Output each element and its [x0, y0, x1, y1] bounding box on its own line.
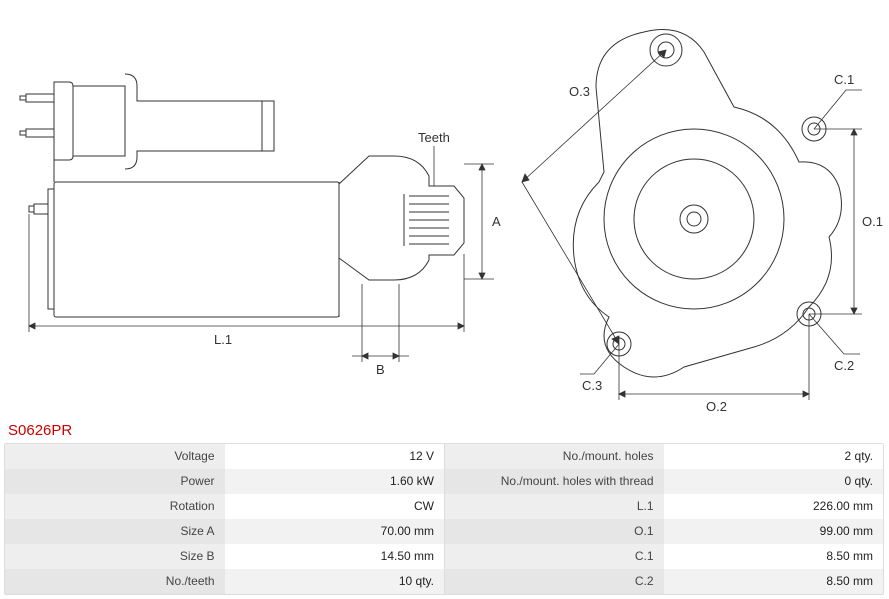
spec-label: C.1 — [444, 544, 664, 569]
dim-label-O1: O.1 — [862, 214, 883, 229]
spec-value: 8.50 mm — [664, 544, 884, 569]
spec-label: No./mount. holes — [444, 444, 664, 469]
dim-label-O2: O.2 — [706, 399, 727, 414]
spec-value: 2 qty. — [664, 444, 884, 469]
front-view-diagram: O.3 C.1 O.1 C.2 C.3 — [514, 14, 889, 414]
spec-value: CW — [225, 494, 445, 519]
spec-value: 14.50 mm — [225, 544, 445, 569]
dim-label-A: A — [492, 214, 501, 229]
diagram-row: A Teeth L.1 B — [4, 4, 889, 418]
dim-label-C2: C.2 — [834, 358, 854, 373]
spec-label: Rotation — [5, 494, 225, 519]
spec-value: 99.00 mm — [664, 519, 884, 544]
spec-label: C.2 — [444, 569, 664, 594]
spec-value: 8.50 mm — [664, 569, 884, 594]
dim-label-teeth: Teeth — [418, 130, 450, 145]
spec-col-left: Voltage12 VPower1.60 kWRotationCWSize A7… — [5, 444, 444, 594]
spec-label: No./mount. holes with thread — [444, 469, 664, 494]
spec-label: O.1 — [444, 519, 664, 544]
spec-label: Size B — [5, 544, 225, 569]
spec-label: Power — [5, 469, 225, 494]
front-view-svg: O.3 C.1 O.1 C.2 C.3 — [514, 14, 884, 414]
dim-label-C3: C.3 — [582, 378, 602, 393]
spec-value: 10 qty. — [225, 569, 445, 594]
side-view-svg: A Teeth L.1 B — [4, 14, 504, 394]
product-code: S0626PR — [4, 418, 889, 443]
spec-label: Voltage — [5, 444, 225, 469]
dim-label-B: B — [376, 362, 385, 377]
dim-label-O3: O.3 — [569, 84, 590, 99]
spec-label: Size A — [5, 519, 225, 544]
spec-table: Voltage12 VPower1.60 kWRotationCWSize A7… — [4, 443, 884, 595]
side-view-diagram: A Teeth L.1 B — [4, 14, 504, 414]
spec-value: 226.00 mm — [664, 494, 884, 519]
spec-col-right: No./mount. holes2 qty.No./mount. holes w… — [444, 444, 883, 594]
spec-value: 0 qty. — [664, 469, 884, 494]
spec-value: 70.00 mm — [225, 519, 445, 544]
spec-label: L.1 — [444, 494, 664, 519]
dim-label-C1: C.1 — [834, 72, 854, 87]
dim-label-L1: L.1 — [214, 332, 232, 347]
spec-label: No./teeth — [5, 569, 225, 594]
spec-value: 1.60 kW — [225, 469, 445, 494]
spec-value: 12 V — [225, 444, 445, 469]
